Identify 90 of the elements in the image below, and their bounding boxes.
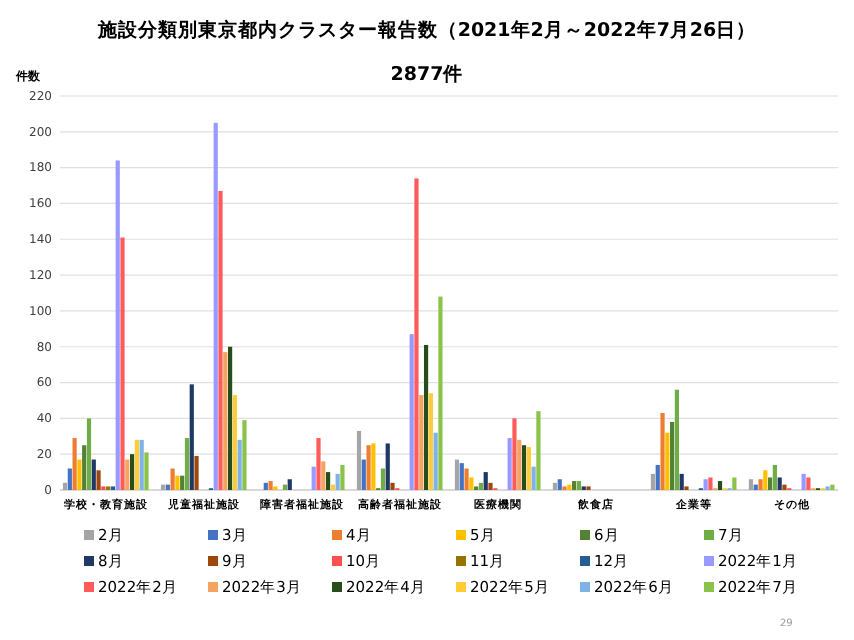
bar xyxy=(213,122,218,490)
bar xyxy=(409,334,414,490)
bar xyxy=(82,445,87,490)
bar xyxy=(62,482,68,490)
bar xyxy=(237,439,242,490)
bar xyxy=(96,470,101,490)
bar xyxy=(356,430,362,490)
bar xyxy=(380,468,386,490)
bar xyxy=(91,459,96,490)
bar xyxy=(223,352,228,490)
bar xyxy=(478,482,484,490)
bar xyxy=(454,459,460,490)
bar xyxy=(232,395,237,490)
bar xyxy=(708,477,713,490)
bar xyxy=(469,477,474,490)
bar xyxy=(488,482,493,490)
bar xyxy=(268,481,273,490)
bar xyxy=(782,484,787,490)
bar xyxy=(433,432,438,490)
bar xyxy=(464,468,469,490)
bar xyxy=(67,468,72,490)
bar xyxy=(263,482,268,490)
bar xyxy=(650,473,656,490)
bar xyxy=(521,445,527,490)
bar xyxy=(287,479,292,490)
bar xyxy=(139,439,144,490)
bar xyxy=(335,473,340,490)
bar xyxy=(428,393,433,490)
bar xyxy=(732,477,737,490)
bar xyxy=(390,482,395,490)
bar xyxy=(507,438,512,490)
bar xyxy=(777,477,782,490)
bar xyxy=(414,178,419,490)
bar xyxy=(120,237,125,490)
bar xyxy=(321,461,326,490)
bar xyxy=(170,468,175,490)
bar xyxy=(125,459,130,490)
bar xyxy=(419,395,424,490)
bar xyxy=(531,466,536,490)
bar xyxy=(670,421,675,490)
bar xyxy=(665,432,670,490)
bar xyxy=(340,464,345,490)
bar xyxy=(483,472,488,490)
bar xyxy=(366,445,371,490)
bar xyxy=(703,479,708,490)
bar xyxy=(184,438,190,490)
bar xyxy=(526,447,531,490)
bar xyxy=(655,464,660,490)
bar xyxy=(806,477,811,490)
chart-title: 施設分類別東京都内クラスター報告数（2021年2月～2022年7月26日） xyxy=(95,18,757,42)
bar xyxy=(316,438,321,490)
bar xyxy=(768,477,773,490)
bar xyxy=(325,472,331,490)
bar xyxy=(557,479,562,490)
bar xyxy=(218,190,223,490)
bar xyxy=(576,481,582,490)
bar xyxy=(758,479,763,490)
bar xyxy=(371,443,376,490)
bar xyxy=(180,475,185,490)
bar xyxy=(674,389,679,490)
bar xyxy=(801,473,806,490)
bar xyxy=(311,466,316,490)
bar xyxy=(717,481,723,490)
bar xyxy=(438,296,443,490)
bar xyxy=(763,470,768,490)
bar xyxy=(552,482,558,490)
bar xyxy=(72,438,77,490)
bar xyxy=(772,464,777,490)
bar xyxy=(385,443,390,490)
chart-subtitle: 2877件 xyxy=(390,62,464,86)
bar xyxy=(748,479,754,490)
bar xyxy=(679,473,684,490)
bar xyxy=(660,412,665,490)
bar xyxy=(130,454,135,490)
bar xyxy=(86,418,92,490)
bar xyxy=(227,346,233,490)
bar xyxy=(144,452,149,490)
bar xyxy=(423,344,429,490)
bar xyxy=(134,439,139,490)
bar xyxy=(361,459,366,490)
bar xyxy=(189,384,194,490)
bar xyxy=(512,418,517,490)
bar xyxy=(115,160,120,490)
bar xyxy=(175,475,180,490)
bar xyxy=(459,463,464,490)
bar xyxy=(194,455,199,490)
bar xyxy=(536,411,541,490)
bar xyxy=(77,459,82,490)
bar xyxy=(242,420,247,490)
bar xyxy=(517,439,522,490)
